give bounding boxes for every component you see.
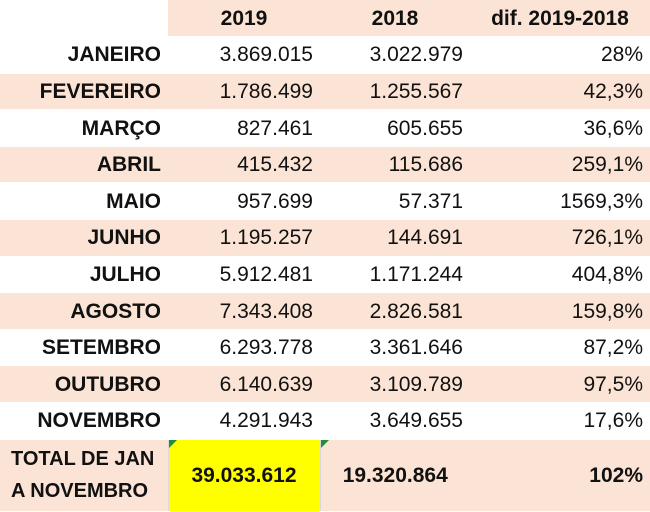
diff-cell[interactable]: 36,6% [470, 109, 650, 147]
month-cell[interactable]: ABRIL [0, 146, 168, 184]
value-2019-cell[interactable]: 5.912.481 [168, 256, 320, 294]
diff-cell[interactable]: 87,2% [470, 329, 650, 367]
diff-cell[interactable]: 259,1% [470, 146, 650, 184]
month-cell[interactable]: NOVEMBRO [0, 402, 168, 440]
month-cell[interactable]: SETEMBRO [0, 329, 168, 367]
value-2019-cell[interactable]: 415.432 [168, 146, 320, 184]
total-diff-cell[interactable]: 102% [470, 439, 650, 512]
total-label-cell[interactable]: TOTAL DE JAN A NOVEMBRO [0, 439, 168, 512]
value-2018-cell[interactable]: 1.171.244 [320, 256, 470, 294]
value-2019-cell[interactable]: 6.293.778 [168, 329, 320, 367]
value-2019-cell[interactable]: 1.195.257 [168, 219, 320, 257]
table-row: NOVEMBRO 4.291.943 3.649.655 17,6% [0, 402, 650, 440]
diff-cell[interactable]: 726,1% [470, 219, 650, 257]
header-cell-2018[interactable]: 2018 [320, 0, 470, 38]
diff-cell[interactable]: 1569,3% [470, 182, 650, 221]
month-cell[interactable]: JULHO [0, 256, 168, 294]
month-cell[interactable]: FEVEREIRO [0, 73, 168, 111]
diff-cell[interactable]: 42,3% [470, 73, 650, 111]
total-label-line1: TOTAL DE JAN [11, 448, 155, 471]
table-row: MAIO 957.699 57.371 1569,3% [0, 182, 650, 221]
table-row: JUNHO 1.195.257 144.691 726,1% [0, 219, 650, 257]
value-2019-cell[interactable]: 7.343.408 [168, 292, 320, 330]
header-cell-2019[interactable]: 2019 [168, 0, 320, 38]
table-row: AGOSTO 7.343.408 2.826.581 159,8% [0, 292, 650, 330]
value-2018-cell[interactable]: 115.686 [320, 146, 470, 184]
diff-cell[interactable]: 28% [470, 36, 650, 74]
table-row: JULHO 5.912.481 1.171.244 404,8% [0, 256, 650, 294]
value-2018-cell[interactable]: 57.371 [320, 182, 470, 221]
value-2018-cell[interactable]: 3.361.646 [320, 329, 470, 367]
month-cell[interactable]: OUTUBRO [0, 365, 168, 404]
total-2019-cell[interactable]: 39.033.612 [167, 439, 321, 512]
table-row: OUTUBRO 6.140.639 3.109.789 97,5% [0, 365, 650, 404]
value-2019-cell[interactable]: 1.786.499 [168, 73, 320, 111]
total-2018-cell[interactable]: 19.320.864 [320, 439, 470, 512]
value-2019-cell[interactable]: 6.140.639 [168, 365, 320, 404]
value-2019-cell[interactable]: 3.869.015 [168, 36, 320, 74]
diff-cell[interactable]: 17,6% [470, 402, 650, 440]
table-row: JANEIRO 3.869.015 3.022.979 28% [0, 36, 650, 74]
value-2018-cell[interactable]: 144.691 [320, 219, 470, 257]
comment-marker-icon [320, 439, 329, 448]
value-2018-cell[interactable]: 2.826.581 [320, 292, 470, 330]
value-2018-cell[interactable]: 3.022.979 [320, 36, 470, 74]
month-cell[interactable]: MAIO [0, 182, 168, 221]
header-row: 2019 2018 dif. 2019-2018 [0, 0, 650, 38]
value-2018-cell[interactable]: 1.255.567 [320, 73, 470, 111]
diff-cell[interactable]: 159,8% [470, 292, 650, 330]
value-2018-cell[interactable]: 605.655 [320, 109, 470, 147]
total-2019-value: 39.033.612 [191, 463, 297, 487]
diff-cell[interactable]: 404,8% [470, 256, 650, 294]
month-cell[interactable]: MARÇO [0, 109, 168, 147]
month-cell[interactable]: JUNHO [0, 219, 168, 257]
table-row: ABRIL 415.432 115.686 259,1% [0, 146, 650, 184]
total-2018-value: 19.320.864 [342, 463, 448, 487]
total-row: TOTAL DE JAN A NOVEMBRO 39.033.612 19.32… [0, 439, 650, 512]
table-row: SETEMBRO 6.293.778 3.361.646 87,2% [0, 329, 650, 367]
total-label-line2: A NOVEMBRO [11, 480, 149, 503]
table-row: MARÇO 827.461 605.655 36,6% [0, 109, 650, 147]
value-2018-cell[interactable]: 3.649.655 [320, 402, 470, 440]
value-2019-cell[interactable]: 957.699 [168, 182, 320, 221]
value-2018-cell[interactable]: 3.109.789 [320, 365, 470, 404]
month-cell[interactable]: AGOSTO [0, 292, 168, 330]
header-cell-label[interactable] [0, 0, 168, 38]
comment-marker-icon [168, 439, 177, 448]
value-2019-cell[interactable]: 4.291.943 [168, 402, 320, 440]
table-row: FEVEREIRO 1.786.499 1.255.567 42,3% [0, 73, 650, 111]
diff-cell[interactable]: 97,5% [470, 365, 650, 404]
header-cell-diff[interactable]: dif. 2019-2018 [470, 0, 650, 38]
month-cell[interactable]: JANEIRO [0, 36, 168, 74]
value-2019-cell[interactable]: 827.461 [168, 109, 320, 147]
